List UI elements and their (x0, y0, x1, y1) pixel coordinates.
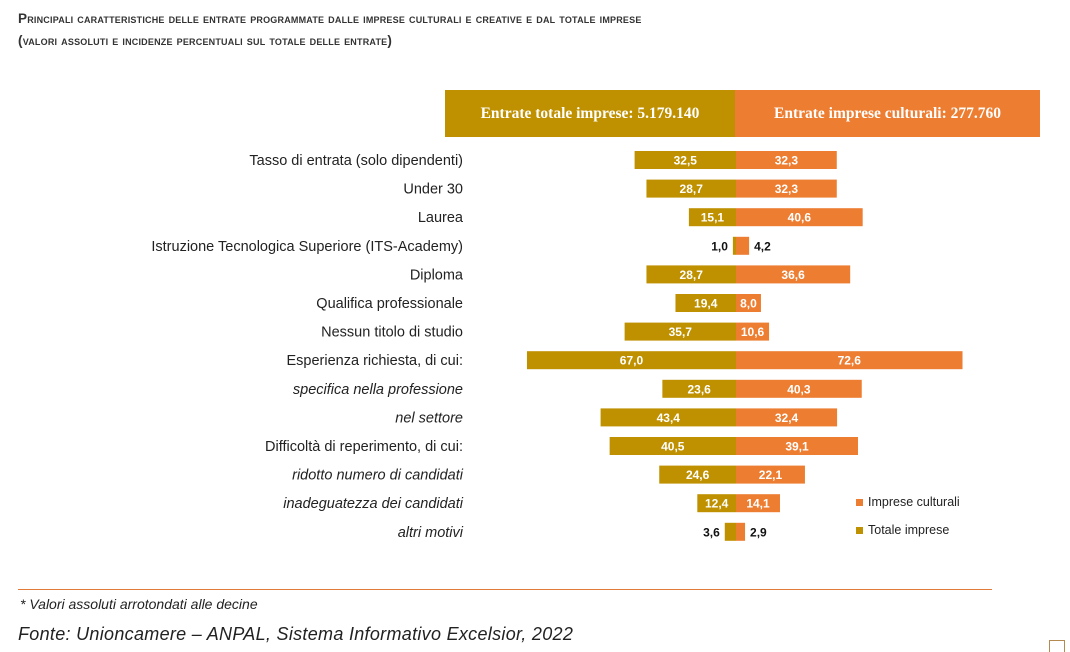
header-totale-imprese: Entrate totale imprese: 5.179.140 (445, 90, 735, 137)
data-label-totale: 3,6 (703, 525, 720, 539)
data-label-totale: 28,7 (680, 268, 704, 282)
data-label-totale: 1,0 (711, 239, 728, 253)
title-line-2: (valori assoluti e incidenze percentuali… (18, 33, 393, 48)
data-label-totale: 67,0 (620, 354, 644, 368)
bar-imprese-culturali (736, 494, 780, 513)
bar-totale-imprese (634, 151, 736, 169)
chart-title: Principali caratteristiche delle entrate… (18, 8, 1018, 52)
legend-label-totale: Totale imprese (868, 523, 950, 537)
bar-imprese-culturali (736, 465, 805, 484)
bar-totale-imprese (662, 379, 736, 398)
bar-imprese-culturali (736, 236, 750, 255)
data-label-totale: 23,6 (688, 382, 712, 396)
category-label: Difficoltà di reperimento, di cui: (265, 439, 463, 455)
bar-totale-imprese (609, 437, 736, 455)
bar-totale-imprese (600, 408, 736, 427)
bar-imprese-culturali (736, 522, 746, 541)
category-label: ridotto numero di candidati (292, 468, 464, 484)
data-label-culturali: 39,1 (785, 440, 809, 454)
data-label-totale: 24,6 (686, 468, 710, 482)
bar-totale-imprese (624, 322, 736, 341)
category-label: specifica nella professione (293, 382, 463, 398)
category-label: inadeguatezza dei candidati (283, 496, 464, 512)
data-label-totale: 40,5 (661, 440, 685, 454)
data-label-culturali: 32,3 (775, 182, 799, 196)
data-label-culturali: 22,1 (759, 468, 783, 482)
bar-totale-imprese (659, 465, 736, 484)
bar-totale-imprese (646, 179, 736, 198)
footnote: * Valori assoluti arrotondati alle decin… (20, 596, 258, 612)
data-label-culturali: 4,2 (754, 239, 771, 253)
corner-icon (1049, 640, 1065, 652)
data-label-totale: 19,4 (694, 297, 718, 311)
bar-totale-imprese (688, 208, 736, 227)
bar-totale-imprese (732, 236, 736, 255)
bar-imprese-culturali (736, 208, 863, 227)
bar-imprese-culturali (736, 179, 837, 198)
bar-imprese-culturali (736, 265, 851, 284)
data-label-totale: 15,1 (701, 211, 725, 225)
category-label: Under 30 (403, 182, 463, 198)
category-label: Tasso di entrata (solo dipendenti) (249, 153, 463, 169)
data-label-culturali: 40,3 (787, 382, 811, 396)
bar-imprese-culturali (736, 437, 858, 455)
legend-label-culturali: Imprese culturali (868, 495, 960, 509)
data-label-culturali: 8,0 (740, 297, 757, 311)
bar-totale-imprese (724, 522, 736, 541)
data-label-culturali: 36,6 (781, 268, 805, 282)
category-label: Esperienza richiesta, di cui: (287, 353, 464, 369)
bar-totale-imprese (526, 351, 736, 370)
bar-imprese-culturali (736, 379, 862, 398)
source-note: Fonte: Unioncamere – ANPAL, Sistema Info… (18, 624, 574, 644)
data-label-culturali: 2,9 (750, 525, 767, 539)
header-imprese-culturali: Entrate imprese culturali: 277.760 (735, 90, 1040, 137)
data-label-totale: 43,4 (657, 411, 681, 425)
data-label-totale: 32,5 (674, 154, 698, 168)
legend-item-totale: Totale imprese (856, 523, 949, 537)
title-line-1: Principali caratteristiche delle entrate… (18, 11, 642, 26)
diverging-bar-chart: Tasso di entrata (solo dipendenti) 32,5 32… (151, 151, 963, 541)
legend-item-culturali: Imprese culturali (856, 495, 960, 509)
data-label-culturali: 32,4 (775, 411, 799, 425)
data-label-totale: 12,4 (705, 497, 729, 511)
data-label-culturali: 14,1 (746, 497, 770, 511)
category-label: Istruzione Tecnologica Superiore (ITS-Ac… (151, 239, 463, 255)
bar-imprese-culturali (736, 294, 761, 312)
legend-swatch-culturali (856, 498, 863, 506)
footer-divider (18, 589, 992, 590)
bar-totale-imprese (646, 265, 736, 284)
category-label: Diploma (410, 267, 464, 283)
bar-imprese-culturali (736, 351, 963, 370)
bar-totale-imprese (697, 494, 736, 513)
data-label-culturali: 72,6 (838, 354, 862, 368)
category-label: Qualifica professionale (316, 296, 463, 312)
bar-totale-imprese (675, 294, 736, 312)
category-label: Nessun titolo di studio (321, 325, 463, 341)
category-label: nel settore (395, 410, 463, 426)
bar-imprese-culturali (736, 322, 770, 341)
data-label-culturali: 32,3 (775, 154, 799, 168)
data-label-culturali: 40,6 (788, 211, 812, 225)
legend-swatch-totale (856, 526, 863, 534)
bar-imprese-culturali (736, 408, 838, 427)
category-label: Laurea (418, 210, 464, 226)
category-label: altri motivi (398, 525, 464, 541)
data-label-culturali: 10,6 (741, 325, 765, 339)
data-label-totale: 28,7 (680, 182, 704, 196)
bar-imprese-culturali (736, 151, 837, 169)
data-label-totale: 35,7 (669, 325, 693, 339)
